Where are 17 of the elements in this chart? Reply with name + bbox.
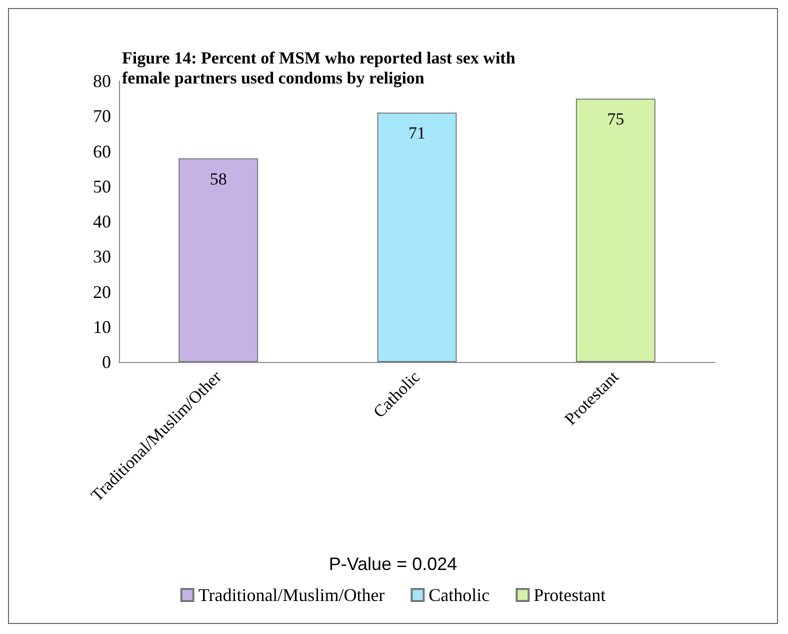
data-label: 71	[408, 124, 426, 143]
y-tick-label: 10	[93, 316, 111, 337]
y-tick-label: 20	[93, 282, 111, 302]
y-tick-label: 40	[93, 212, 111, 232]
legend-label: Traditional/Muslim/Other	[198, 585, 385, 605]
data-label: 75	[607, 110, 624, 129]
data-label: 58	[210, 169, 227, 188]
chart-title: Figure 14: Percent of MSM who reported last sex with female partners used condoms by religion	[122, 48, 516, 88]
y-tick-label: 0	[102, 352, 111, 372]
legend-label: Catholic	[428, 585, 490, 605]
y-tick-label: 70	[93, 106, 111, 126]
text: P-Value = 0.024	[328, 554, 458, 574]
y-tick-label: 30	[93, 246, 111, 267]
legend-label: Protestant	[534, 585, 606, 605]
y-tick-label: 60	[93, 141, 111, 162]
y-tick-label: 80	[93, 71, 111, 91]
y-tick-label: 50	[93, 176, 111, 196]
